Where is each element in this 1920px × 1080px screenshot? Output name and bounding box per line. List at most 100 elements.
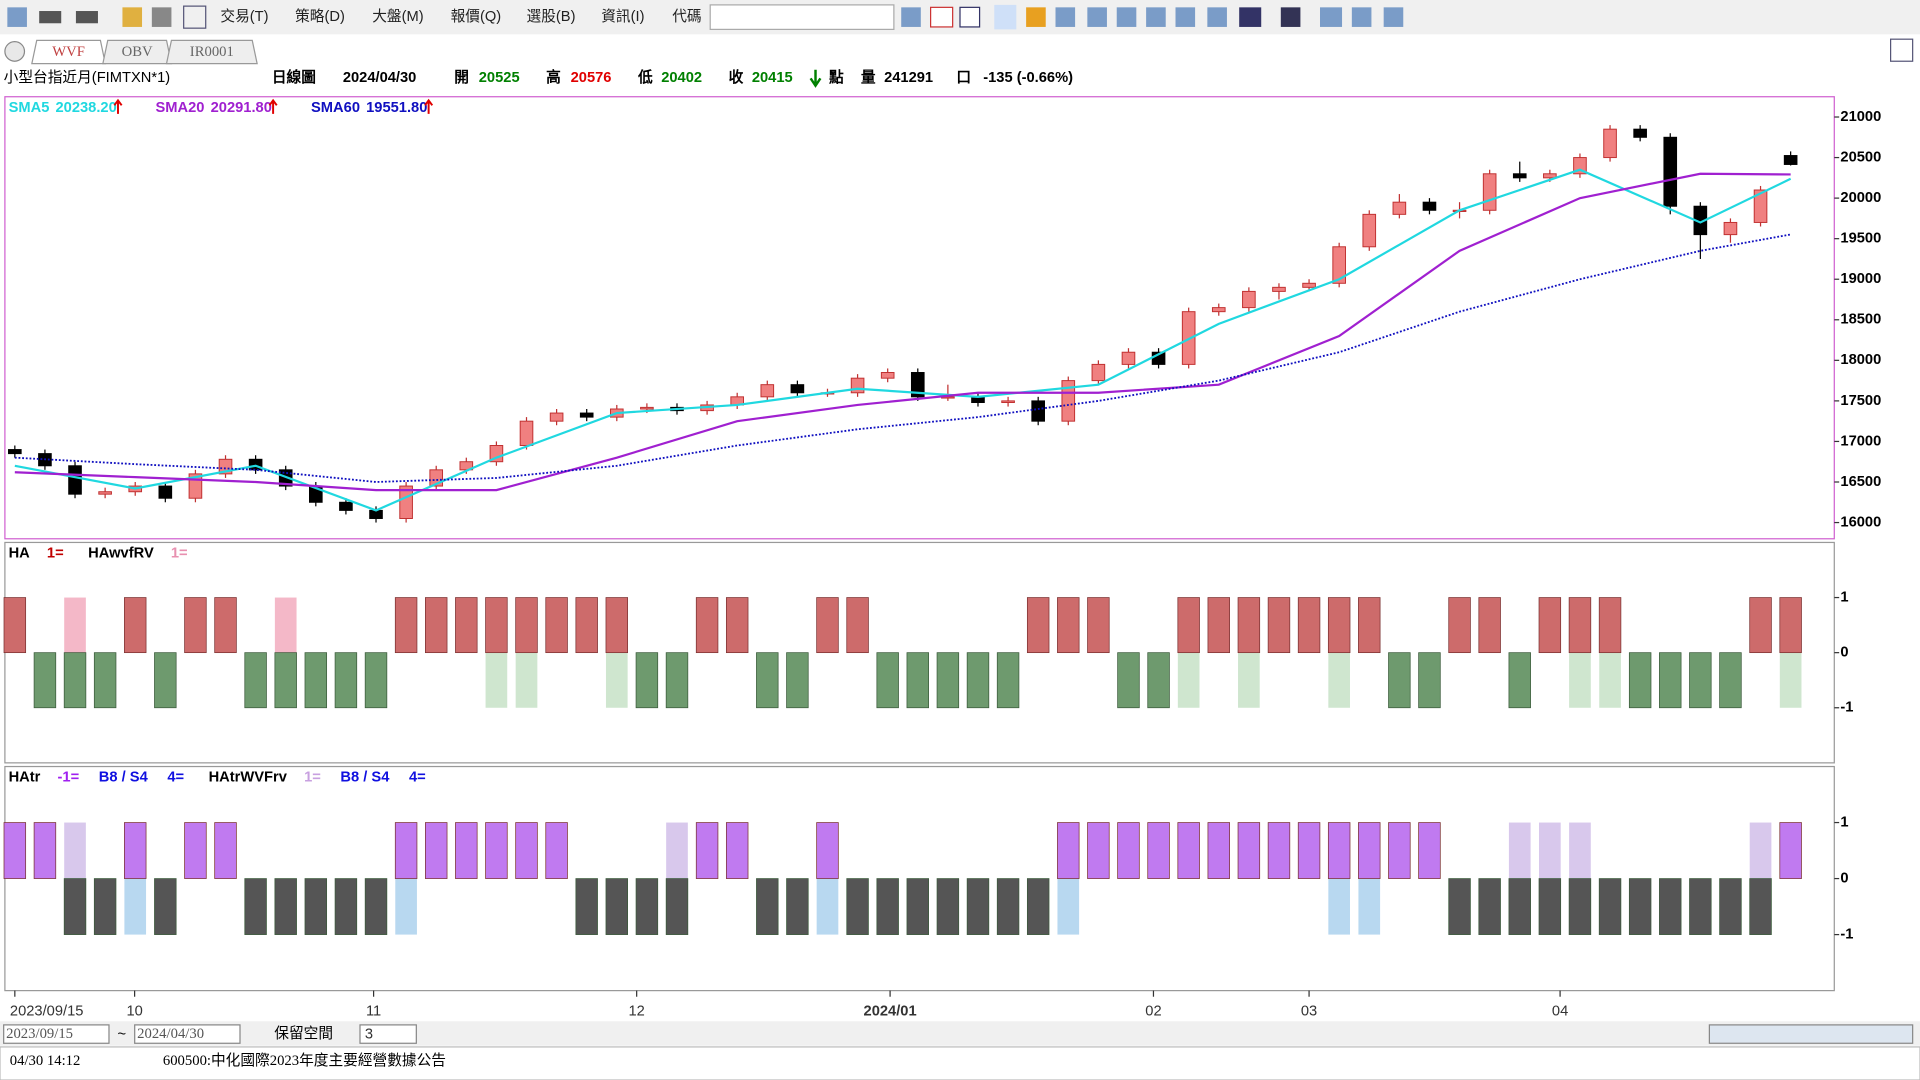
icon-back[interactable] [39,11,62,24]
icon-h[interactable] [1280,7,1301,27]
icon-g[interactable] [1207,7,1227,27]
icon-j[interactable] [1351,7,1372,27]
indicator-bar [154,652,177,709]
tab-menu[interactable] [4,41,26,62]
indicator-bar [93,652,117,709]
indicator-bar [1779,652,1802,708]
end-date-box[interactable] [134,1024,241,1044]
menu-item[interactable]: 選股(B) [527,8,576,25]
indicator-bar [1689,652,1712,709]
indicator-bar [485,652,508,708]
menu-item[interactable]: 代碼 [672,8,701,25]
indicator-bar [364,652,388,709]
indicator-bar [1057,822,1080,879]
indicator-bar [63,878,87,935]
candle-body [549,412,564,422]
icon-f[interactable] [1175,7,1196,27]
indicator-bar [545,597,568,654]
candle-body [519,420,534,446]
indicator-bar [1539,822,1561,879]
icon-a[interactable] [901,7,921,27]
icon-zoom[interactable] [1890,38,1914,62]
icon-expand[interactable] [183,5,207,29]
menu-item[interactable]: 資訊(I) [601,8,644,25]
indicator-bar [3,822,27,879]
icon-print[interactable] [151,7,172,27]
icon-cursor[interactable] [994,4,1017,30]
candle-body [1001,400,1015,404]
legend-suffix: 1= [171,545,188,561]
up-arrow [424,98,434,114]
candle-body [1091,363,1106,382]
indicator-bar [1569,652,1591,708]
icon-c[interactable] [959,6,981,28]
icon-line[interactable] [1239,7,1262,27]
tab[interactable] [165,39,258,65]
legend-suffix: 4= [167,769,184,785]
sma-line [14,233,1791,483]
start-date-box[interactable] [3,1024,110,1044]
icon-move[interactable] [1055,7,1076,27]
indicator-bar [936,652,960,709]
candle-body [1061,380,1076,422]
icon-forward[interactable] [75,11,98,24]
tab[interactable] [31,39,107,65]
legend-name: HAtrWVFrv [209,769,288,785]
y-tick-label: -1 [1840,700,1853,716]
indicator-bar [184,822,207,879]
menu-item[interactable]: 交易(T) [220,7,268,25]
icon-b[interactable] [930,6,954,28]
menu-item[interactable]: 報價(Q) [451,8,502,25]
legend-suffix: 1= [304,769,321,785]
icon-k[interactable] [1383,7,1404,27]
icon-erase[interactable] [1087,7,1107,27]
legend-name: SMA60 [311,100,360,116]
candle-body [1242,290,1256,309]
indicator-bar [725,822,749,879]
indicator-bar [124,597,147,654]
menu-item[interactable]: 大盤(M) [372,8,423,25]
indicator-bar [394,822,418,879]
indicator-bar [665,878,689,935]
tab[interactable] [102,39,173,65]
candle-body [910,372,925,398]
indicator-bar [244,652,267,709]
legend-name: SMA5 [9,100,50,116]
indicator-bar [1478,878,1501,935]
indicator-bar [485,597,508,654]
icon-home[interactable] [7,7,27,27]
indicator-bar [93,878,117,935]
code-input[interactable] [709,4,895,30]
indicator-bar [966,878,990,935]
candle-body [1723,221,1738,236]
tab-label[interactable]: IR0001 [190,44,234,60]
candle-body [880,372,895,379]
indicator-bar [1267,822,1291,879]
icon-i[interactable] [1320,7,1343,27]
icon-d[interactable] [1116,7,1137,27]
candle-body [1211,307,1226,313]
tab-label[interactable]: WVF [52,44,85,60]
sma-line [14,168,1792,512]
indicator-bar [635,652,659,709]
indicator-bar [33,822,57,879]
icon-open[interactable] [122,7,143,27]
up-arrow [268,98,278,114]
reserve-box[interactable] [359,1024,417,1044]
icon-dollar[interactable] [1026,7,1046,27]
menu-item[interactable]: 策略(D) [295,8,345,25]
candle-body [1332,246,1346,284]
x-tick-label: 11 [366,1003,381,1019]
indicator-bar [334,878,358,935]
indicator-bar [334,652,358,709]
tab-label[interactable]: OBV [122,44,153,60]
indicator-bar [274,652,297,709]
legend-name: HAtr [9,769,41,785]
end-date: 2024/04/30 [137,1026,204,1042]
indicator-bar [394,597,418,654]
scroll-controls[interactable] [1708,1024,1914,1044]
icon-e[interactable] [1146,7,1166,27]
indicator-bar [665,652,689,709]
indicator-bar [244,878,267,935]
